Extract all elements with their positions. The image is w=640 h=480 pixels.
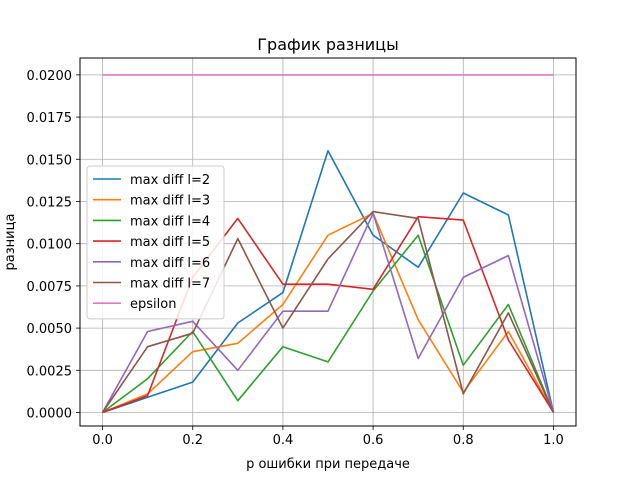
y-tick-label: 0.0125 [27, 195, 73, 210]
x-tick-label: 0.6 [363, 433, 384, 448]
series-line-2 [102, 212, 555, 414]
y-tick-label: 0.0050 [27, 322, 73, 337]
y-tick-label: 0.0175 [27, 111, 73, 126]
series-line-6 [101, 210, 555, 413]
series-line-1 [102, 150, 555, 414]
legend: max diff l=2 max diff l=3 max diff l=4 max … [86, 165, 225, 320]
y-tick-label: 0.0150 [27, 153, 73, 168]
legend-label: max diff l=2 [130, 173, 210, 188]
series-line-3 [102, 234, 555, 414]
y-tick-label: 0.0025 [27, 364, 73, 379]
series-line-5 [101, 212, 555, 413]
x-tick-label: 0.2 [182, 433, 203, 448]
legend-label: max diff l=5 [130, 235, 210, 250]
legend-label: max diff l=6 [130, 256, 210, 271]
y-axis-label: разница [3, 214, 18, 271]
x-tick-label: 0.4 [273, 433, 294, 448]
x-tick-label: 1.0 [543, 433, 564, 448]
y-tick-label: 0.0200 [27, 69, 73, 84]
legend-box [86, 165, 225, 320]
y-tick-label: 0.0075 [27, 280, 73, 295]
x-axis-label: p ошибки при передаче [246, 457, 410, 472]
legend-label: max diff l=3 [130, 194, 210, 209]
legend-label: max diff l=7 [130, 277, 210, 292]
x-tick-label: 0.8 [453, 433, 474, 448]
axis-ticks: 0.0 0.2 0.4 0.6 0.8 1.0 0.0000 0.0025 0.0050 0.00… [27, 69, 564, 448]
y-tick-label: 0.0000 [27, 406, 73, 421]
legend-label: epsilon [130, 297, 176, 312]
chart-title: График разницы [257, 35, 398, 54]
legend-label: max diff l=4 [130, 214, 210, 229]
x-tick-label: 0.0 [92, 433, 113, 448]
y-tick-label: 0.0100 [27, 238, 73, 253]
plot-frame [79, 57, 577, 427]
